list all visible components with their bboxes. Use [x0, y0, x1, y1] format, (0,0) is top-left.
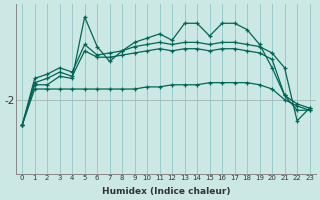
X-axis label: Humidex (Indice chaleur): Humidex (Indice chaleur)	[102, 187, 230, 196]
